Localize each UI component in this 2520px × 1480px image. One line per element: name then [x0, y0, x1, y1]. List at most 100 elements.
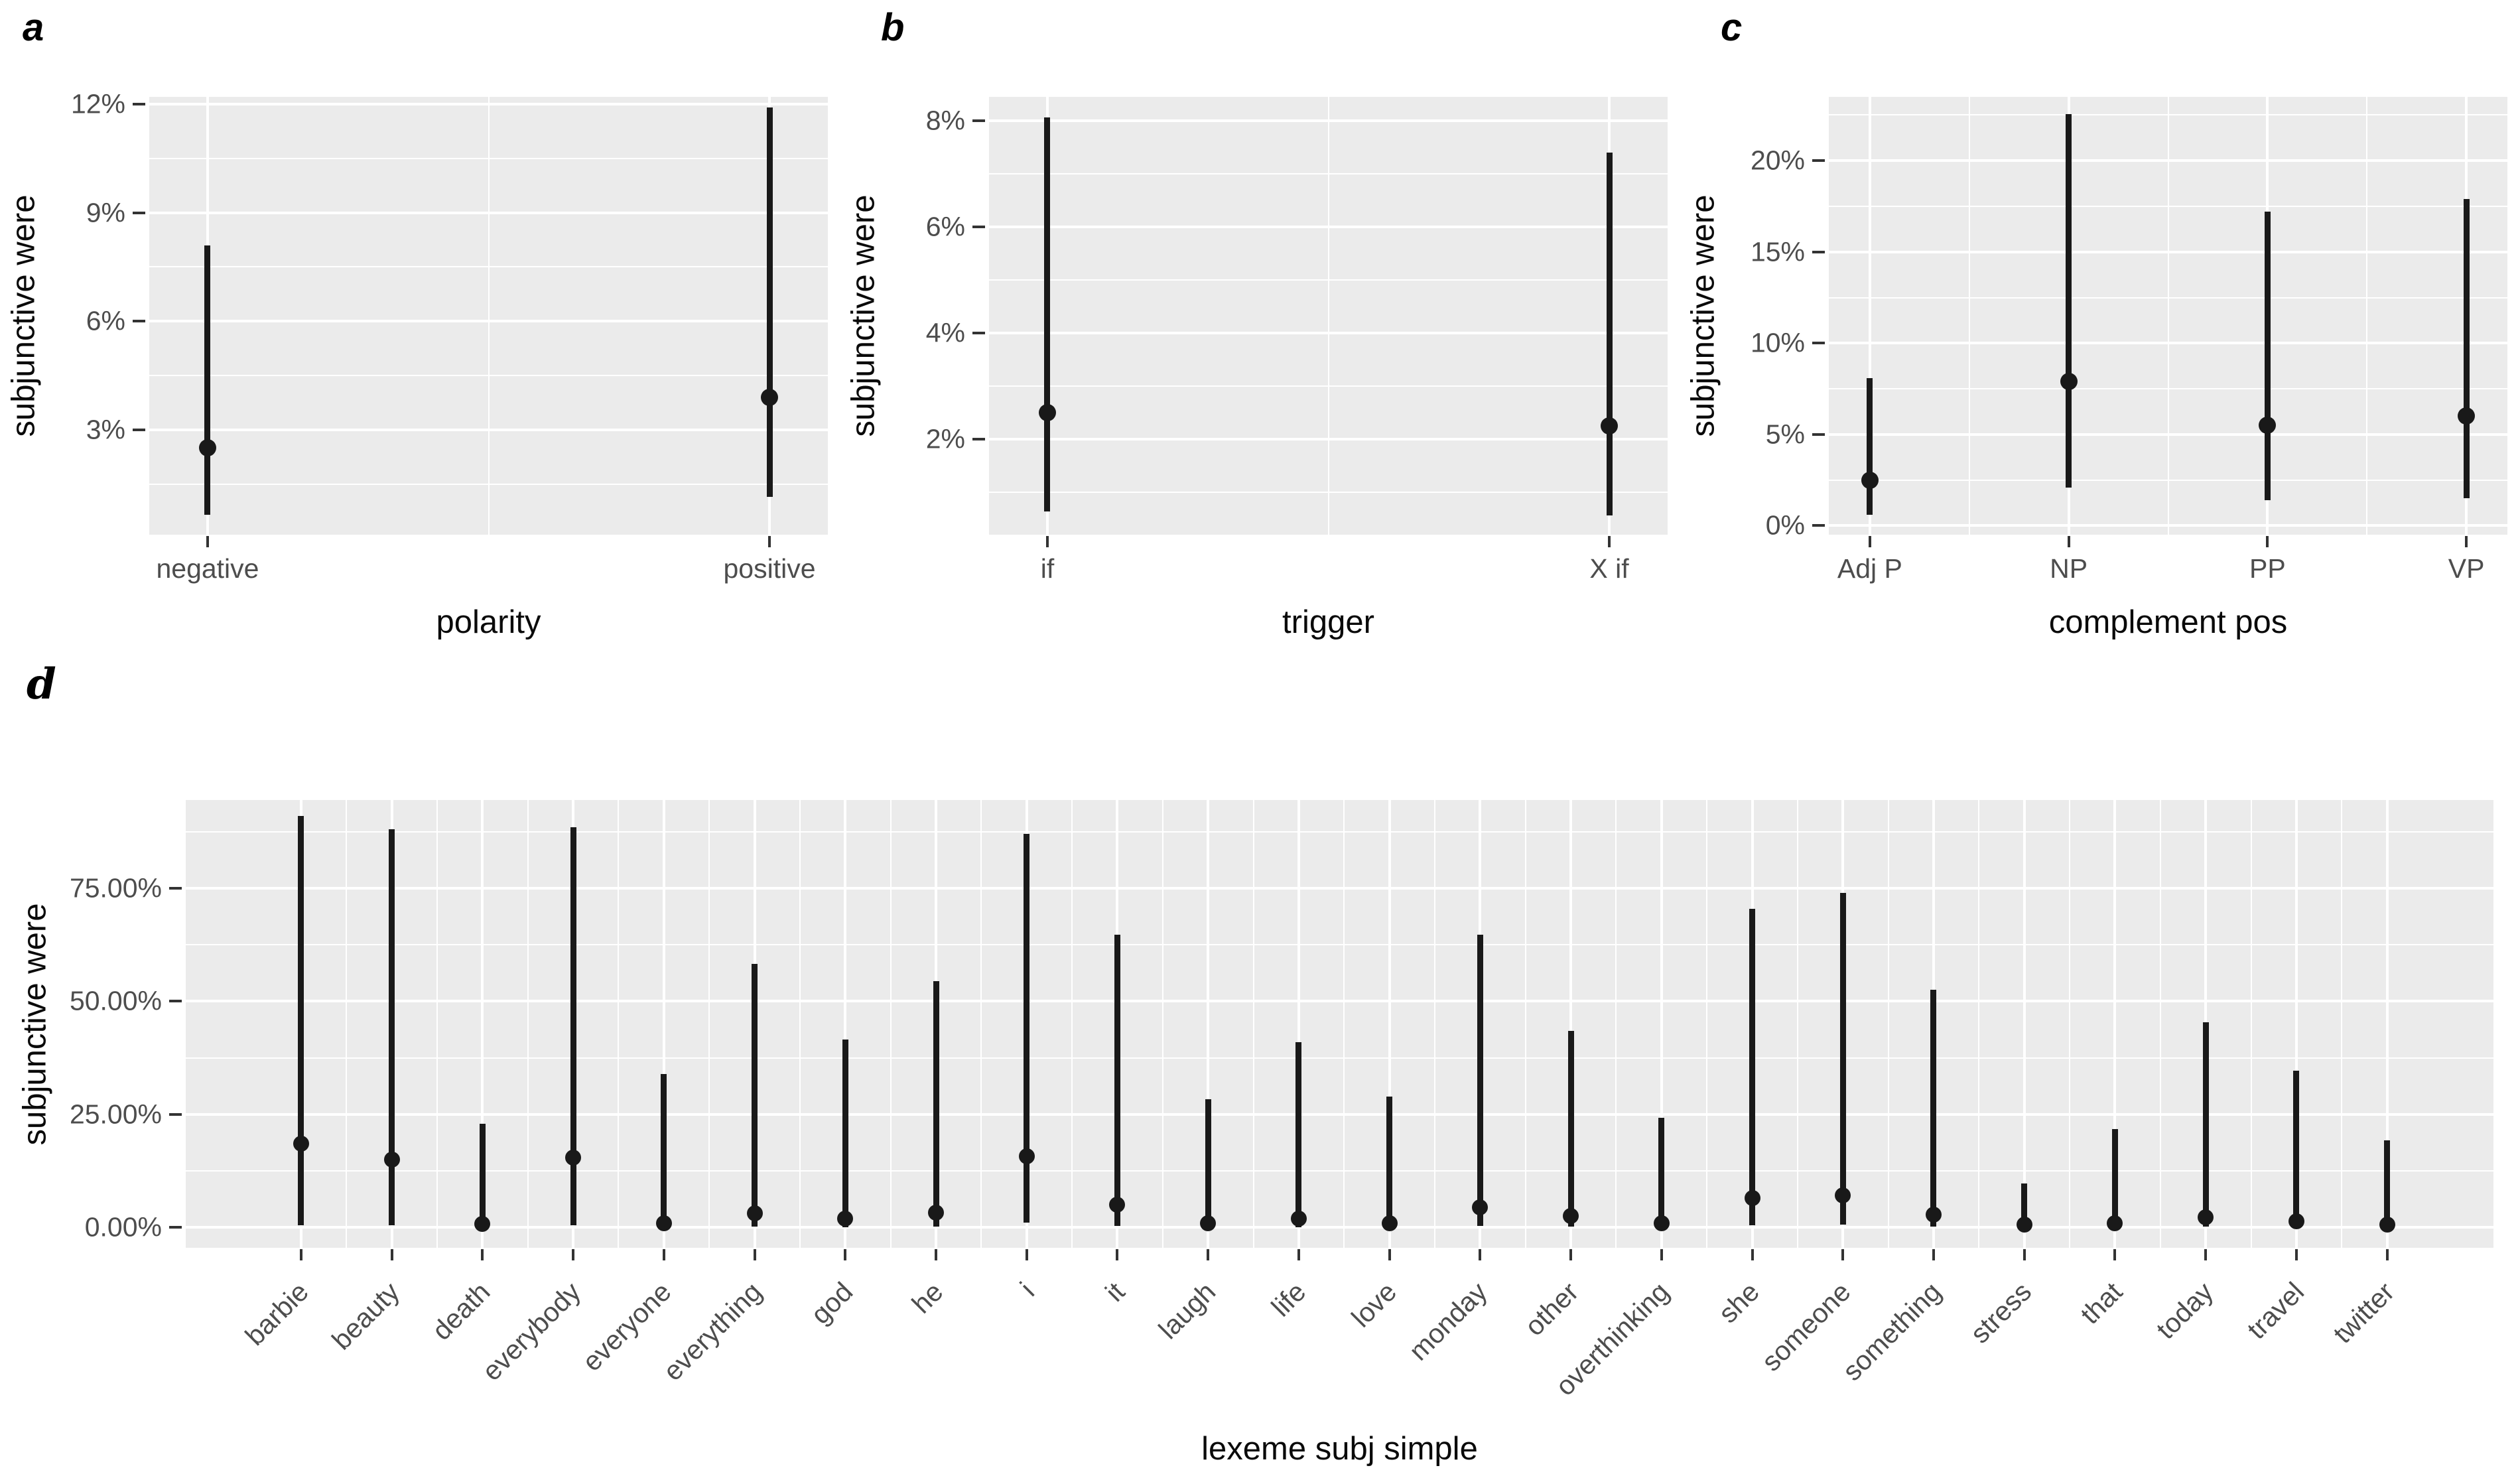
- x-tick-label: Adj P: [1837, 553, 1902, 584]
- panel-a: a subjunctive were 3% 6% 9% 12% negative posit…: [0, 0, 840, 654]
- x-tick-mark: [2023, 1249, 2026, 1260]
- gridline-vertical-minor: [2366, 97, 2368, 535]
- x-tick-label: twitter: [2327, 1276, 2401, 1349]
- gridline-vertical-major: [1207, 800, 1210, 1248]
- y-axis-title: subjunctive were: [0, 800, 70, 1248]
- point-estimate-today: [2198, 1209, 2214, 1226]
- point-estimate-he: [928, 1204, 945, 1221]
- plot-area: [149, 97, 828, 535]
- x-axis-title-text: polarity: [436, 604, 541, 640]
- x-axis-labels: if X if: [989, 548, 1668, 590]
- range-bar-barbie: [298, 815, 304, 1225]
- point-estimate-barbie: [293, 1136, 309, 1152]
- plot-area: [186, 800, 2493, 1248]
- y-tick-mark: [972, 438, 985, 440]
- plot-area: [1829, 97, 2507, 535]
- y-tick-label: 50.00%: [69, 985, 162, 1016]
- x-tick-mark: [2266, 536, 2269, 547]
- y-tick-mark: [133, 102, 145, 105]
- point-estimate-Adj P: [1861, 471, 1879, 489]
- x-axis-title-text: complement pos: [2048, 604, 2288, 640]
- gridline-vertical-major: [2385, 800, 2389, 1248]
- x-axis-title: trigger: [989, 590, 1668, 654]
- x-tick-mark: [935, 1249, 938, 1260]
- point-estimate-that: [2107, 1215, 2123, 1231]
- x-tick-mark: [1932, 1249, 1935, 1260]
- gridline-vertical-minor: [980, 800, 982, 1248]
- range-bar-monday: [1477, 935, 1483, 1227]
- gridline-vertical-minor: [1434, 800, 1435, 1248]
- range-bar-positive: [766, 107, 773, 497]
- y-tick-label: 25.00%: [69, 1099, 162, 1130]
- x-tick-mark: [2204, 1249, 2208, 1260]
- point-estimate-i: [1018, 1148, 1035, 1164]
- x-tick-mark: [572, 1249, 575, 1260]
- y-tick-mark: [1812, 250, 1825, 253]
- gridline-vertical-minor: [1071, 800, 1073, 1248]
- x-tick-label: i: [1014, 1276, 1040, 1302]
- gridline-vertical-minor: [1978, 800, 1980, 1248]
- panel-b-letter: b: [881, 6, 905, 49]
- y-tick-mark: [133, 320, 145, 323]
- range-bar-twitter: [2384, 1140, 2391, 1227]
- x-axis-ticks: [989, 535, 1668, 548]
- range-bar-overthinking: [1658, 1117, 1665, 1227]
- x-tick-mark: [299, 1249, 302, 1260]
- point-estimate-someone: [1835, 1187, 1851, 1203]
- x-tick-mark: [1297, 1249, 1300, 1260]
- gridline-vertical-major: [2023, 800, 2026, 1248]
- gridline-vertical-major: [1660, 800, 1663, 1248]
- gridline-vertical-minor: [799, 800, 801, 1248]
- y-axis-title: subjunctive were: [0, 97, 46, 535]
- x-tick-mark: [768, 536, 771, 547]
- x-tick-mark: [1841, 1249, 1845, 1260]
- y-tick-mark: [1812, 159, 1825, 163]
- y-tick-label: 20%: [1750, 145, 1805, 176]
- x-axis-labels: negative positive: [149, 548, 828, 590]
- y-axis-title-text: subjunctive were: [17, 903, 53, 1145]
- panel-b: b subjunctive were 2% 4% 6% 8% if X if trigger: [840, 0, 1680, 654]
- y-tick-mark: [972, 332, 985, 334]
- x-axis-labels: Adj P NP PP VP: [1829, 548, 2507, 590]
- gridline-horizontal-minor: [186, 1057, 2493, 1059]
- panel-c-chart: subjunctive were 0% 5% 10% 15% 20% Adj P NP PP VP…: [1680, 97, 2519, 654]
- x-tick-label: barbie: [239, 1276, 314, 1352]
- gridline-vertical-minor: [618, 800, 620, 1248]
- y-tick-mark: [169, 1112, 182, 1116]
- x-tick-label: monday: [1403, 1276, 1494, 1367]
- y-axis-ticks: 3% 6% 9% 12%: [46, 88, 149, 535]
- gridline-vertical-minor: [1706, 800, 1708, 1248]
- range-bar-she: [1749, 909, 1756, 1225]
- panel-d: d subjunctive were 0.00% 25.00% 50.00% 75.00…: [0, 654, 2520, 1480]
- x-tick-mark: [2067, 536, 2070, 547]
- gridline-vertical-minor: [436, 800, 438, 1248]
- gridline-vertical-minor: [2159, 800, 2161, 1248]
- x-axis-ticks: [186, 1248, 2493, 1261]
- point-estimate-life: [1290, 1210, 1307, 1227]
- x-tick-label: everybody: [476, 1276, 587, 1387]
- x-tick-label: something: [1836, 1276, 1947, 1387]
- range-bar-life: [1295, 1042, 1302, 1227]
- panel-a-chart: subjunctive were 3% 6% 9% 12% negative positiv…: [0, 88, 840, 654]
- gridline-vertical-major: [481, 800, 484, 1248]
- x-tick-label: positive: [723, 553, 816, 584]
- gridline-vertical-minor: [1968, 97, 1970, 535]
- x-tick-label: NP: [2050, 553, 2088, 584]
- gridline-horizontal-major: [186, 886, 2493, 890]
- x-tick-label: other: [1518, 1276, 1585, 1342]
- y-axis-title-text: subjunctive were: [1685, 194, 1721, 437]
- point-estimate-VP: [2458, 407, 2476, 425]
- range-bar-if: [1044, 117, 1051, 511]
- y-axis-title: subjunctive were: [1680, 97, 1726, 535]
- range-bar-something: [1930, 989, 1937, 1227]
- x-tick-label: life: [1266, 1276, 1312, 1323]
- x-tick-label: beauty: [326, 1276, 405, 1356]
- panel-c-letter: c: [1721, 6, 1743, 49]
- gridline-vertical-major: [1569, 800, 1573, 1248]
- gridline-vertical-minor: [2069, 800, 2071, 1248]
- x-tick-label: travel: [2241, 1276, 2310, 1345]
- x-tick-label: love: [1345, 1276, 1403, 1333]
- x-tick-mark: [1569, 1249, 1573, 1260]
- point-estimate-it: [1109, 1197, 1126, 1213]
- x-tick-mark: [1608, 536, 1611, 547]
